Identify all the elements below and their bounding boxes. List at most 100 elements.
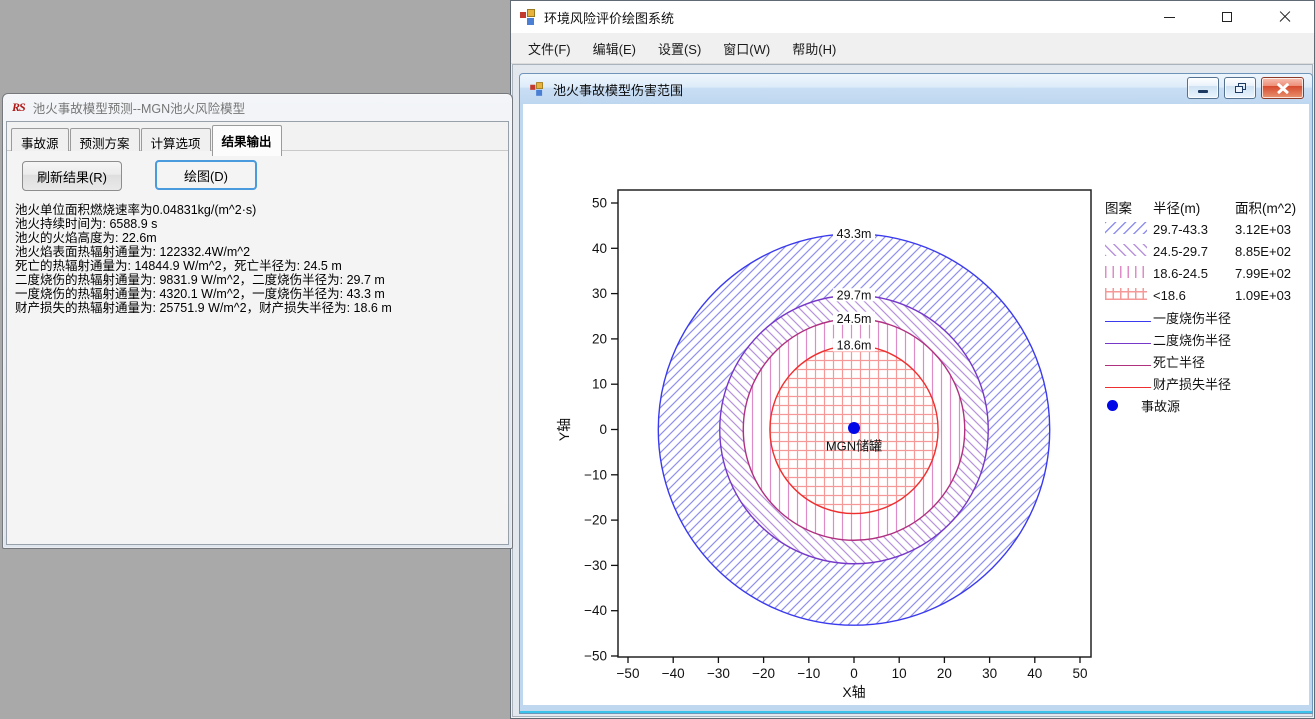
- legend-marker-row: 事故源: [1105, 394, 1309, 416]
- grid-hatch-icon: [1105, 287, 1147, 300]
- svg-text:−40: −40: [662, 666, 685, 681]
- hatch-swatch-cell: [1105, 221, 1153, 237]
- legend-area-value: 8.85E+02: [1235, 243, 1292, 259]
- results-output: 池火单位面积燃烧速率为0.04831kg/(m^2·s) 池火持续时间为: 658…: [15, 203, 502, 315]
- minimize-button[interactable]: [1140, 1, 1198, 33]
- menu-item-help[interactable]: 帮助(H): [792, 41, 837, 57]
- left-window-titlebar[interactable]: RS 池火事故模型预测--MGN池火风险模型: [3, 94, 512, 121]
- svg-text:10: 10: [592, 377, 607, 392]
- svg-text:18.6m: 18.6m: [837, 338, 872, 352]
- minimize-icon: [1163, 16, 1175, 18]
- window-controls: [1140, 1, 1314, 33]
- legend-area-value: 1.09E+03: [1235, 287, 1292, 303]
- maximize-icon: [1222, 12, 1232, 22]
- result-line: 池火单位面积燃烧速率为0.04831kg/(m^2·s): [15, 203, 257, 217]
- svg-text:0: 0: [850, 666, 858, 681]
- marker-swatch-cell: [1105, 399, 1141, 411]
- app-icon: [520, 9, 536, 25]
- result-line: 二度烧伤的热辐射通量为: 9831.9 W/m^2，二度烧伤半径为: 29.7 …: [15, 273, 385, 287]
- svg-text:−30: −30: [707, 666, 730, 681]
- svg-text:−40: −40: [584, 603, 607, 618]
- chart-area: −50 −40 −30 −20 −10 0 10 20 30 40 50 −50 −40 −30 −20 −1…: [523, 104, 1309, 705]
- legend-header-radius: 半径(m): [1153, 201, 1201, 216]
- svg-text:−50: −50: [584, 649, 607, 664]
- svg-text:40: 40: [1027, 666, 1042, 681]
- svg-text:40: 40: [592, 241, 607, 256]
- svg-text:24.5m: 24.5m: [837, 312, 872, 326]
- refresh-results-button[interactable]: 刷新结果(R): [22, 161, 122, 191]
- maximize-button[interactable]: [1198, 1, 1256, 33]
- menu-item-settings[interactable]: 设置(S): [657, 41, 702, 57]
- child-minimize-button[interactable]: [1187, 77, 1219, 99]
- line-swatch-cell: [1105, 376, 1153, 391]
- close-icon: [1279, 11, 1291, 23]
- tab-strip: 事故源 预测方案 计算选项 结果输出: [7, 122, 508, 156]
- rs-logo-icon: RS: [12, 100, 26, 114]
- hatch-swatch-cell: [1105, 287, 1153, 303]
- legend-line-row: 一度烧伤半径: [1105, 306, 1309, 328]
- main-window-title: 环境风险评价绘图系统: [544, 10, 675, 26]
- accident-source-dot-icon: [1107, 399, 1118, 411]
- minimize-icon: [1198, 90, 1208, 93]
- svg-text:0: 0: [599, 422, 607, 437]
- child-window-titlebar[interactable]: 池火事故模型伤害范围: [520, 74, 1312, 104]
- legend-line-icon: [1105, 386, 1151, 388]
- legend-line-label: 二度烧伤半径: [1153, 332, 1232, 348]
- legend-line-icon: [1105, 342, 1151, 344]
- legend-pattern-row: <18.6 1.09E+03: [1105, 284, 1309, 306]
- line-swatch-cell: [1105, 310, 1153, 325]
- svg-text:20: 20: [937, 666, 952, 681]
- menu-item-edit[interactable]: 编辑(E): [592, 41, 636, 57]
- legend-header-pattern: 图案: [1105, 201, 1132, 216]
- child-close-button[interactable]: [1261, 77, 1304, 99]
- plotting-system-window: 环境风险评价绘图系统 文件(F) 编辑(E) 设置(S) 窗口(W) 帮助(H) 池火事…: [510, 0, 1315, 719]
- svg-text:X轴: X轴: [842, 684, 865, 700]
- damage-range-window: 池火事故模型伤害范围 −50 −40 −30 −20 −10 0 10 20 30 40 50 −50…: [519, 73, 1313, 714]
- svg-text:50: 50: [592, 196, 607, 211]
- legend-line-label: 死亡半径: [1153, 354, 1206, 370]
- result-line: 死亡的热辐射通量为: 14844.9 W/m^2，死亡半径为: 24.5 m: [15, 259, 342, 273]
- menu-item-file[interactable]: 文件(F): [528, 41, 571, 57]
- left-window-client: 事故源 预测方案 计算选项 结果输出 刷新结果(R) 绘图(D) 池火单位面积燃烧速率…: [6, 121, 509, 545]
- svg-text:30: 30: [592, 286, 607, 301]
- svg-text:10: 10: [892, 666, 907, 681]
- legend-header: 图案 半径(m) 面积(m^2): [1105, 196, 1309, 218]
- pool-fire-model-window: RS 池火事故模型预测--MGN池火风险模型 事故源 预测方案 计算选项 结果输出 刷…: [2, 93, 513, 549]
- svg-text:Y轴: Y轴: [556, 418, 572, 441]
- draw-button[interactable]: 绘图(D): [155, 160, 257, 190]
- left-window-title: 池火事故模型预测--MGN池火风险模型: [32, 102, 246, 116]
- legend-pattern-row: 29.7-43.3 3.12E+03: [1105, 218, 1309, 240]
- legend-radius-range: 18.6-24.5: [1153, 265, 1208, 281]
- svg-text:43.3m: 43.3m: [837, 227, 872, 241]
- diagonal-back-hatch-icon: [1105, 243, 1147, 256]
- result-output-page: 刷新结果(R) 绘图(D) 池火单位面积燃烧速率为0.04831kg/(m^2·…: [7, 151, 508, 544]
- legend-line-icon: [1105, 364, 1151, 366]
- diagonal-forward-hatch-icon: [1105, 221, 1147, 234]
- svg-text:MGN储罐: MGN储罐: [826, 439, 882, 454]
- result-line: 财产损失的热辐射通量为: 25751.9 W/m^2，财产损失半径为: 18.6…: [15, 301, 392, 315]
- legend-line-label: 一度烧伤半径: [1153, 310, 1232, 326]
- line-swatch-cell: [1105, 354, 1153, 369]
- child-window-icon: [530, 82, 544, 96]
- result-line: 一度烧伤的热辐射通量为: 4320.1 W/m^2，一度烧伤半径为: 43.3 …: [15, 287, 385, 301]
- main-window-titlebar[interactable]: 环境风险评价绘图系统: [511, 1, 1314, 33]
- svg-text:−10: −10: [584, 467, 607, 482]
- svg-text:20: 20: [592, 331, 607, 346]
- result-line: 池火的火焰高度为: 22.6m: [15, 231, 157, 245]
- legend-header-area: 面积(m^2): [1235, 201, 1297, 216]
- legend-line-label: 财产损失半径: [1153, 376, 1232, 392]
- svg-text:−30: −30: [584, 558, 607, 573]
- line-swatch-cell: [1105, 332, 1153, 347]
- legend-pattern-row: 24.5-29.7 8.85E+02: [1105, 240, 1309, 262]
- svg-text:−20: −20: [584, 513, 607, 528]
- tab-result-output[interactable]: 结果输出: [211, 125, 282, 156]
- child-restore-button[interactable]: [1224, 77, 1256, 99]
- svg-text:−10: −10: [797, 666, 820, 681]
- menu-item-window[interactable]: 窗口(W): [723, 41, 771, 57]
- close-button[interactable]: [1256, 1, 1314, 33]
- legend-radius-range: <18.6: [1153, 287, 1186, 303]
- legend-line-icon: [1105, 320, 1151, 322]
- legend-area-value: 3.12E+03: [1235, 221, 1292, 237]
- svg-text:−20: −20: [752, 666, 775, 681]
